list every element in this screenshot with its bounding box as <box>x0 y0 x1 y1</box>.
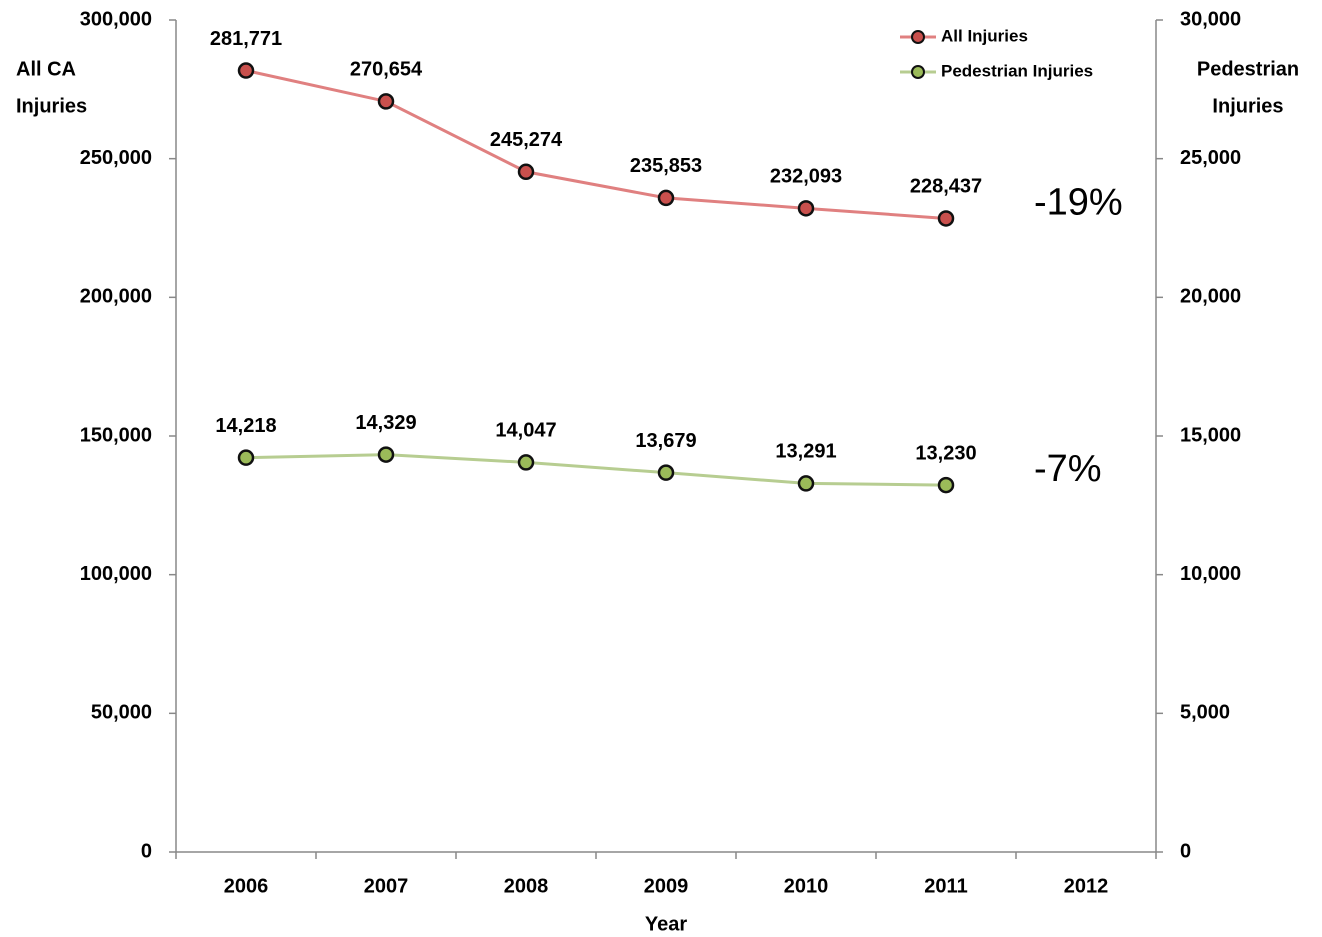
data-point <box>657 464 675 481</box>
y-tick-label: 150,000 <box>80 424 152 446</box>
y-tick-label: 50,000 <box>91 702 152 724</box>
y-tick-label: 0 <box>141 840 152 862</box>
x-tick-label: 2008 <box>504 875 549 897</box>
data-label: 13,230 <box>915 442 976 464</box>
y2-tick-label: 25,000 <box>1180 147 1241 169</box>
data-label: 14,047 <box>495 420 556 442</box>
y2-tick-label: 15,000 <box>1180 424 1241 446</box>
data-point <box>377 446 395 463</box>
data-point <box>937 476 955 494</box>
data-point <box>517 454 535 471</box>
data-label: 228,437 <box>910 176 982 198</box>
data-point <box>797 475 815 492</box>
data-label: 232,093 <box>770 166 842 188</box>
x-tick-label: 2009 <box>644 875 689 897</box>
data-label: 13,291 <box>775 441 836 463</box>
y2-axis-label: Pedestrian <box>1197 58 1299 80</box>
x-tick-label: 2006 <box>224 875 269 897</box>
y-tick-label: 250,000 <box>80 147 152 169</box>
data-point <box>377 93 395 110</box>
series-line <box>245 453 947 487</box>
data-label: 14,329 <box>355 412 416 434</box>
data-label: 281,771 <box>210 28 282 50</box>
x-axis-label: Year <box>645 913 687 935</box>
annotation: -7% <box>1034 448 1102 490</box>
y-axis-label: All CA <box>16 58 76 80</box>
data-point <box>237 449 255 466</box>
data-point <box>937 210 955 227</box>
legend-marker <box>911 30 925 44</box>
data-point <box>797 200 815 217</box>
x-tick-label: 2010 <box>784 875 829 897</box>
legend-marker <box>911 65 925 79</box>
data-point <box>517 163 535 181</box>
data-label: 245,274 <box>490 129 563 151</box>
y2-tick-label: 0 <box>1180 840 1191 862</box>
y-tick-label: 100,000 <box>80 563 152 585</box>
legend-label: All Injuries <box>941 26 1028 45</box>
y2-tick-label: 10,000 <box>1180 563 1241 585</box>
data-point <box>657 189 675 207</box>
y-tick-label: 300,000 <box>80 8 152 30</box>
legend-label: Pedestrian Injuries <box>941 61 1093 80</box>
data-label: 235,853 <box>630 155 702 177</box>
y2-tick-label: 20,000 <box>1180 286 1241 308</box>
y2-tick-label: 30,000 <box>1180 8 1241 30</box>
annotation: -19% <box>1034 181 1123 223</box>
y2-axis-label: Injuries <box>1212 95 1283 117</box>
data-label: 14,218 <box>215 415 276 437</box>
y-tick-label: 200,000 <box>80 286 152 308</box>
y-axis-label: Injuries <box>16 95 87 117</box>
y2-tick-label: 5,000 <box>1180 702 1230 724</box>
x-tick-label: 2007 <box>364 875 409 897</box>
x-tick-label: 2012 <box>1064 875 1109 897</box>
series-line <box>245 69 947 220</box>
x-tick-label: 2011 <box>924 875 967 897</box>
data-label: 270,654 <box>350 59 423 81</box>
data-label: 13,679 <box>635 430 696 452</box>
data-point <box>237 62 255 79</box>
